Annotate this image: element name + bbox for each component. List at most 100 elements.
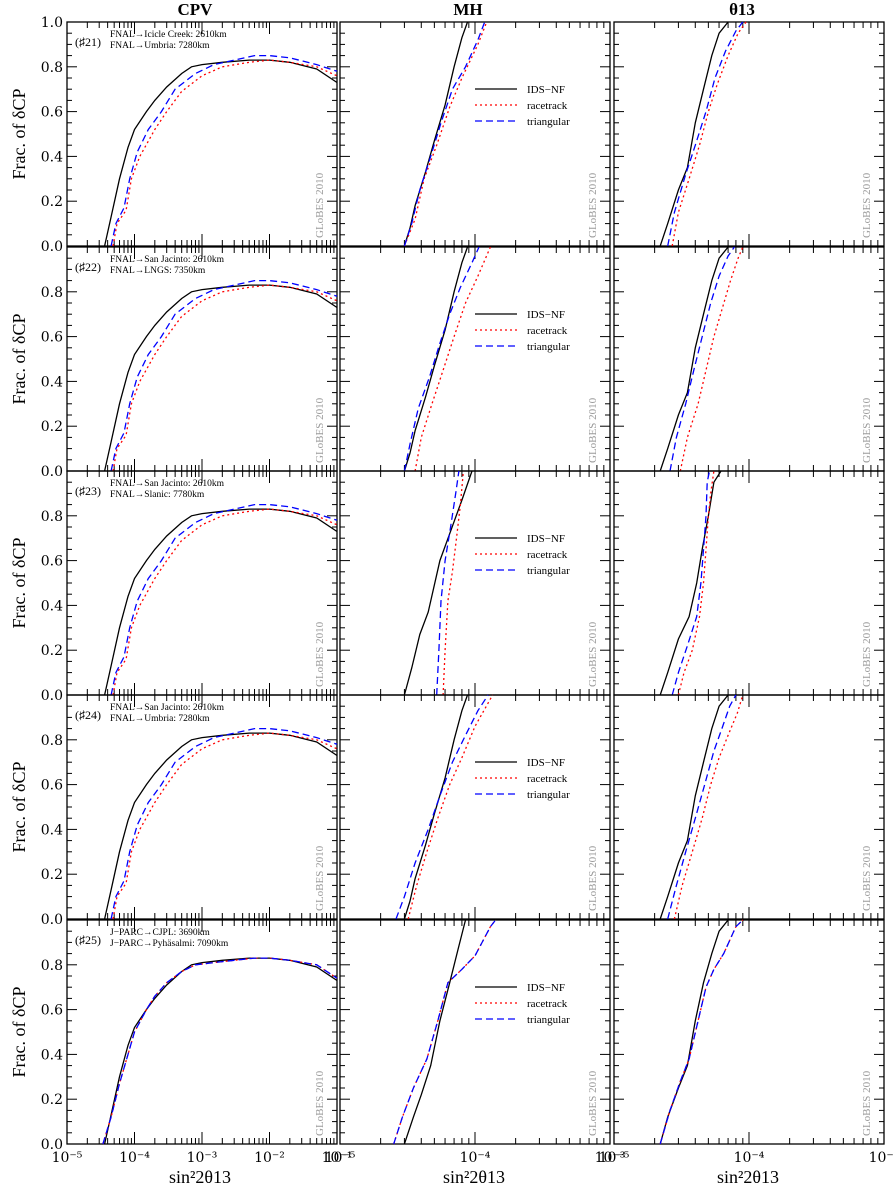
ids-nf-line: [103, 59, 338, 247]
racetrack-line: [112, 508, 338, 696]
legend-label: triangular: [527, 1014, 570, 1026]
panel-frame: [613, 21, 885, 247]
panel-r5-c3: GLoBES 2010 10⁻⁵ 10⁻⁴ 10⁻³: [599, 919, 893, 1166]
panel-r4-c3: GLoBES 2010: [613, 694, 885, 920]
ids-nf-line: [103, 732, 338, 920]
x-tick-label: 10⁻⁴: [119, 1150, 150, 1166]
triangular-line: [110, 727, 338, 920]
racetrack-line: [659, 919, 744, 1145]
ids-nf-line: [659, 21, 729, 247]
globes-watermark: GLoBES 2010: [314, 397, 326, 463]
globes-watermark: GLoBES 2010: [314, 172, 326, 238]
x-axis-label-theta13: sin²2θ13: [717, 1167, 779, 1187]
triangular-line: [403, 246, 480, 472]
setup-number: (♯22): [75, 260, 101, 274]
racetrack-line: [393, 919, 497, 1145]
triangular-line: [110, 54, 338, 247]
panel-frame: [66, 919, 338, 1145]
panel-r2-c1: 0.0 0.2 0.4 0.6 0.8 GLoBES 2010 (♯22) FNAL→San …: [41, 246, 338, 480]
panel-frame: [339, 246, 611, 472]
triangular-line: [110, 503, 338, 696]
triangular-line: [667, 21, 744, 247]
globes-watermark: GLoBES 2010: [861, 172, 873, 238]
legend-label: racetrack: [527, 325, 568, 337]
racetrack-line: [112, 732, 338, 920]
panel-frame: [613, 694, 885, 920]
panel-r1-c1: 0.0 0.2 0.4 0.6 0.8 1.0 GLoBES 2010 (♯21) FNAL→I…: [41, 15, 338, 255]
x-tick-label: 10⁻³: [869, 1150, 893, 1166]
racetrack-line: [403, 21, 488, 247]
x-tick-label: 10⁻²: [254, 1150, 285, 1166]
panel-frame: [339, 470, 611, 696]
y-tick-label: 0.2: [41, 1092, 63, 1108]
y-tick-label: 0.4: [41, 1047, 63, 1063]
y-tick-label: 0.6: [41, 105, 63, 121]
panel-r1-c2: GLoBES 2010 IDS−NF racetrack triangular: [339, 21, 611, 247]
panel-r2-c3: GLoBES 2010: [613, 246, 885, 472]
panel-frame: [339, 919, 611, 1145]
x-tick-label: 10⁻⁴: [734, 1150, 765, 1166]
ids-nf-line: [103, 284, 338, 472]
ids-nf-line: [659, 694, 729, 920]
setup-number: (♯23): [75, 484, 101, 498]
y-tick-label: 0.8: [41, 60, 63, 76]
x-tick-label: 10⁻⁵: [325, 1150, 356, 1166]
y-tick-label: 0.0: [41, 239, 63, 255]
racetrack-line: [671, 21, 747, 247]
globes-watermark: GLoBES 2010: [587, 397, 599, 463]
y-tick-label: 0.2: [41, 867, 63, 883]
triangular-line: [436, 470, 460, 696]
panel-frame: [66, 470, 338, 696]
panel-frame: [613, 919, 885, 1145]
triangular-line: [395, 694, 489, 920]
ids-nf-line: [403, 21, 469, 247]
panel-r5-c1: 0.0 0.2 0.4 0.6 0.8 GLoBES 2010 (♯25) J−PARC→CJ…: [41, 919, 352, 1166]
y-axis-label: Frac. of δCP: [9, 987, 29, 1078]
y-tick-label: 0.6: [41, 1003, 63, 1019]
panel-r3-c2: GLoBES 2010 IDS−NF racetrack triangular: [339, 470, 611, 696]
y-tick-label: 0.0: [41, 688, 63, 704]
globes-watermark: GLoBES 2010: [861, 845, 873, 911]
triangular-line: [110, 279, 338, 472]
ids-nf-line: [659, 470, 722, 696]
racetrack-line: [679, 246, 744, 472]
panel-r3-c1: 0.0 0.2 0.4 0.6 0.8 GLoBES 2010 (♯23) FNAL→San …: [41, 470, 338, 704]
globes-watermark: GLoBES 2010: [861, 621, 873, 687]
y-axis-label: Frac. of δCP: [9, 762, 29, 853]
panel-frame: [339, 694, 611, 920]
baseline-text: J−PARC→Pyhäsalmi: 7090km: [110, 939, 229, 949]
x-tick-label: 10⁻⁴: [460, 1150, 491, 1166]
y-tick-label: 0.6: [41, 778, 63, 794]
globes-watermark: GLoBES 2010: [861, 1070, 873, 1136]
y-tick-label: 1.0: [41, 15, 63, 31]
globes-watermark: GLoBES 2010: [587, 1070, 599, 1136]
racetrack-line: [673, 694, 744, 920]
legend-label: triangular: [527, 789, 570, 801]
ids-nf-line: [403, 246, 469, 472]
setup-number: (♯25): [75, 933, 101, 947]
triangular-line: [393, 919, 497, 1145]
baseline-text: FNAL→San Jacinto: 2610km: [110, 703, 225, 713]
panel-r1-c3: GLoBES 2010: [613, 21, 885, 247]
y-tick-label: 0.8: [41, 285, 63, 301]
legend-label: IDS−NF: [527, 84, 565, 96]
baseline-text: FNAL→Umbria: 7280km: [110, 41, 210, 51]
x-tick-label: 10⁻⁵: [599, 1150, 630, 1166]
panel-grid: 0.0 0.2 0.4 0.6 0.8 1.0 GLoBES 2010 (♯21) FNAL→I…: [9, 15, 893, 1166]
legend-label: racetrack: [527, 998, 568, 1010]
globes-watermark: GLoBES 2010: [861, 397, 873, 463]
legend-label: triangular: [527, 341, 570, 353]
baseline-text: FNAL→Slanic: 7780km: [110, 490, 205, 500]
legend-label: IDS−NF: [527, 309, 565, 321]
legend-label: racetrack: [527, 773, 568, 785]
panel-frame: [66, 246, 338, 472]
setup-number: (♯24): [75, 708, 101, 722]
legend-label: triangular: [527, 116, 570, 128]
baseline-text: FNAL→San Jacinto: 2610km: [110, 479, 225, 489]
y-axis-label: Frac. of δCP: [9, 89, 29, 180]
setup-number: (♯21): [75, 35, 101, 49]
racetrack-line: [442, 470, 465, 696]
triangular-line: [659, 919, 744, 1145]
panel-r2-c2: GLoBES 2010 IDS−NF racetrack triangular: [339, 246, 611, 472]
baseline-text: FNAL→LNGS: 7350km: [110, 266, 206, 276]
